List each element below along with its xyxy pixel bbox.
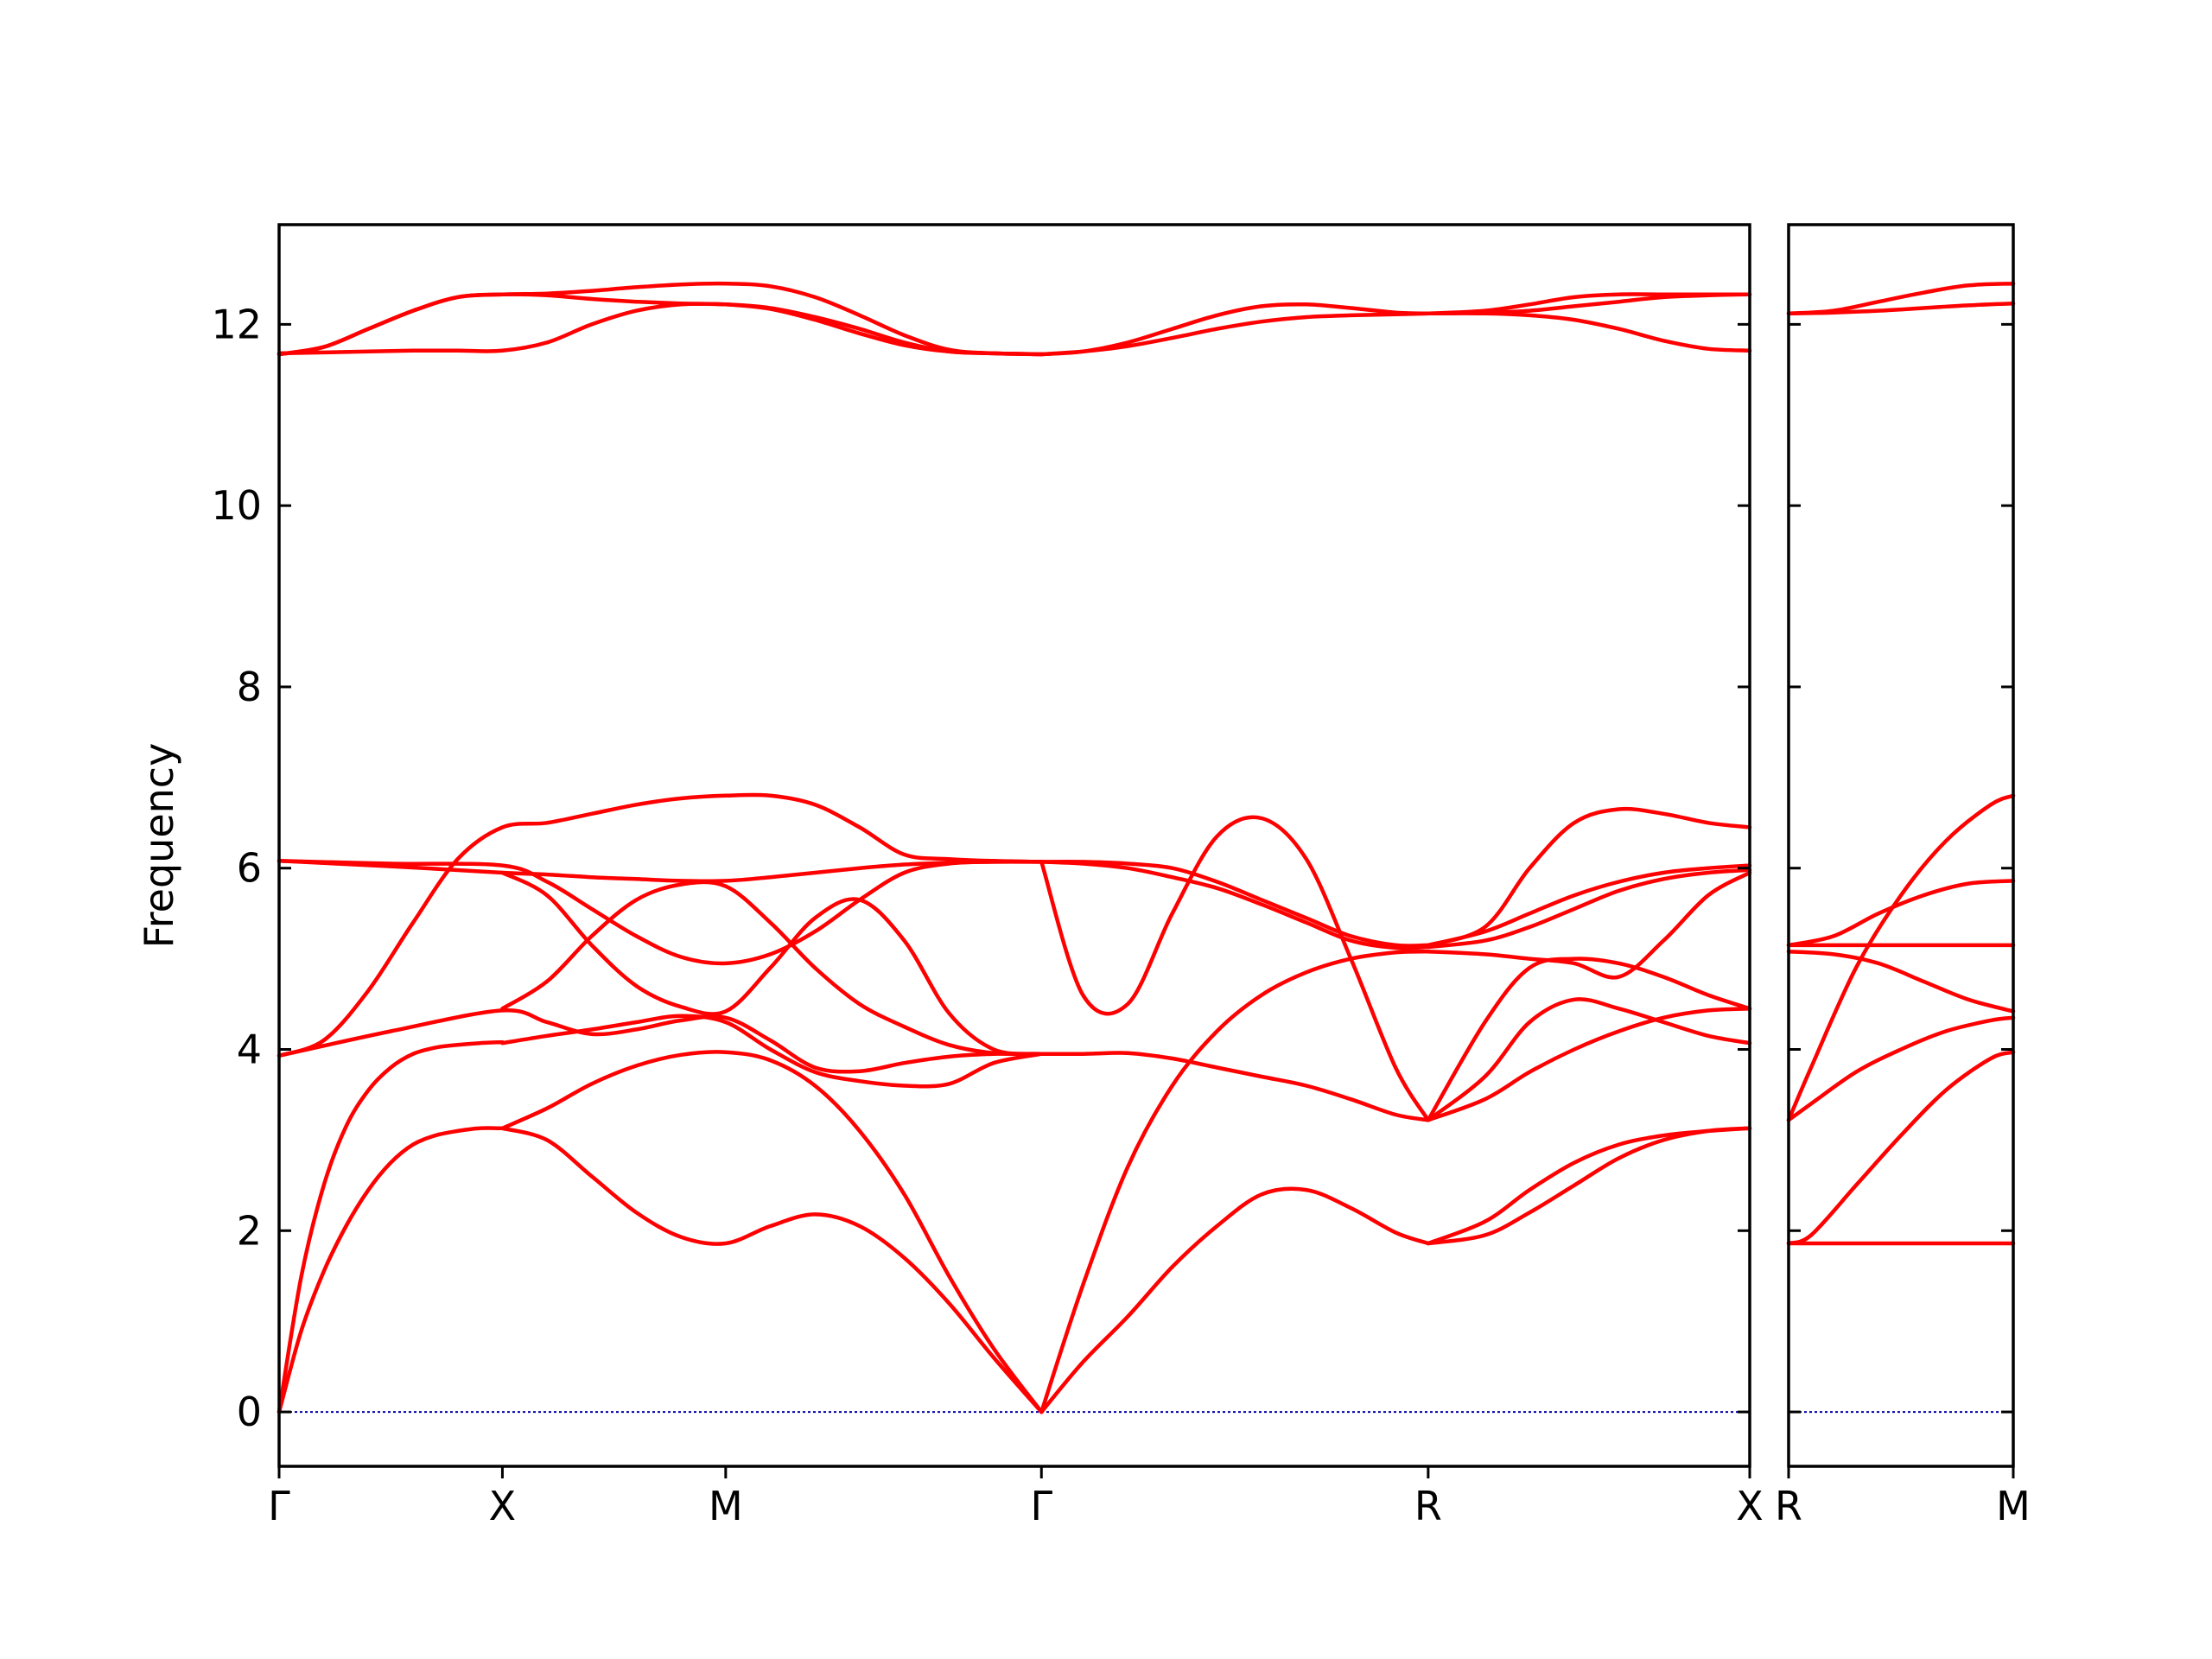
band-line-main-21 <box>1426 997 1752 1122</box>
y-tick-label: 12 <box>211 301 262 347</box>
band-line-side-5 <box>1786 949 2016 1014</box>
band-line-main-4 <box>276 792 1044 1058</box>
band-line-main-24 <box>1426 868 1752 950</box>
x-tick-label: Γ <box>268 1483 290 1529</box>
band-line-main-19 <box>1426 1126 1752 1246</box>
band-line-main-12 <box>1039 1186 1431 1414</box>
band-line-side-7 <box>1786 879 2016 948</box>
band-line-main-2 <box>276 1039 505 1414</box>
band-line-main-25 <box>1426 863 1752 948</box>
band-line-side-4 <box>1786 793 2016 1122</box>
x-tick-label: X <box>1736 1483 1764 1529</box>
band-line-main-5 <box>276 859 1044 966</box>
band-line-side-9 <box>1786 281 2016 316</box>
y-tick-label: 10 <box>211 482 262 529</box>
y-tick-label: 4 <box>237 1027 262 1073</box>
side-axes-frame <box>1787 223 2015 1468</box>
band-line-main-8 <box>500 880 1044 1057</box>
x-tick-label: R <box>1414 1483 1442 1529</box>
band-line-main-10 <box>500 1050 1044 1414</box>
band-line-main-9 <box>500 1014 1044 1089</box>
y-tick-label: 6 <box>237 845 262 892</box>
main-panel: 0 2 4 6 8 10 12 Γ X M Γ R X <box>211 223 1764 1529</box>
y-tick-label: 8 <box>237 664 262 710</box>
band-line-main-15 <box>1039 815 1431 1122</box>
band-line-main-16 <box>1039 859 1431 948</box>
band-line-side-3 <box>1786 1015 2016 1122</box>
band-line-main-13 <box>1039 949 1431 1414</box>
y-tick-label: 2 <box>237 1207 262 1254</box>
y-tick-label: 0 <box>237 1389 262 1435</box>
band-line-main-29 <box>276 281 1044 357</box>
x-tick-label: R <box>1775 1483 1802 1529</box>
x-tick-label: Γ <box>1030 1483 1052 1529</box>
x-tick-label: M <box>1996 1483 2031 1529</box>
x-tick-label: X <box>489 1483 517 1529</box>
band-line-main-31 <box>1039 311 1431 357</box>
band-line-side-2 <box>1786 1050 2016 1246</box>
main-axes-frame <box>277 223 1751 1468</box>
band-line-main-23 <box>1426 870 1752 980</box>
band-line-main-26 <box>1426 806 1752 948</box>
band-line-main-1 <box>276 1126 505 1414</box>
band-line-main-11 <box>500 1126 1044 1414</box>
band-line-main-7 <box>500 870 1044 1057</box>
y-axis-label: Frequency <box>136 743 182 949</box>
x-tick-label: M <box>709 1483 743 1529</box>
band-line-main-17 <box>1039 860 1431 950</box>
band-line-main-14 <box>1039 1051 1431 1122</box>
band-line-main-20 <box>1426 1007 1752 1122</box>
band-line-main-34 <box>1426 292 1752 316</box>
band-line-main-27 <box>276 302 1044 357</box>
band-line-main-22 <box>1426 957 1752 1122</box>
